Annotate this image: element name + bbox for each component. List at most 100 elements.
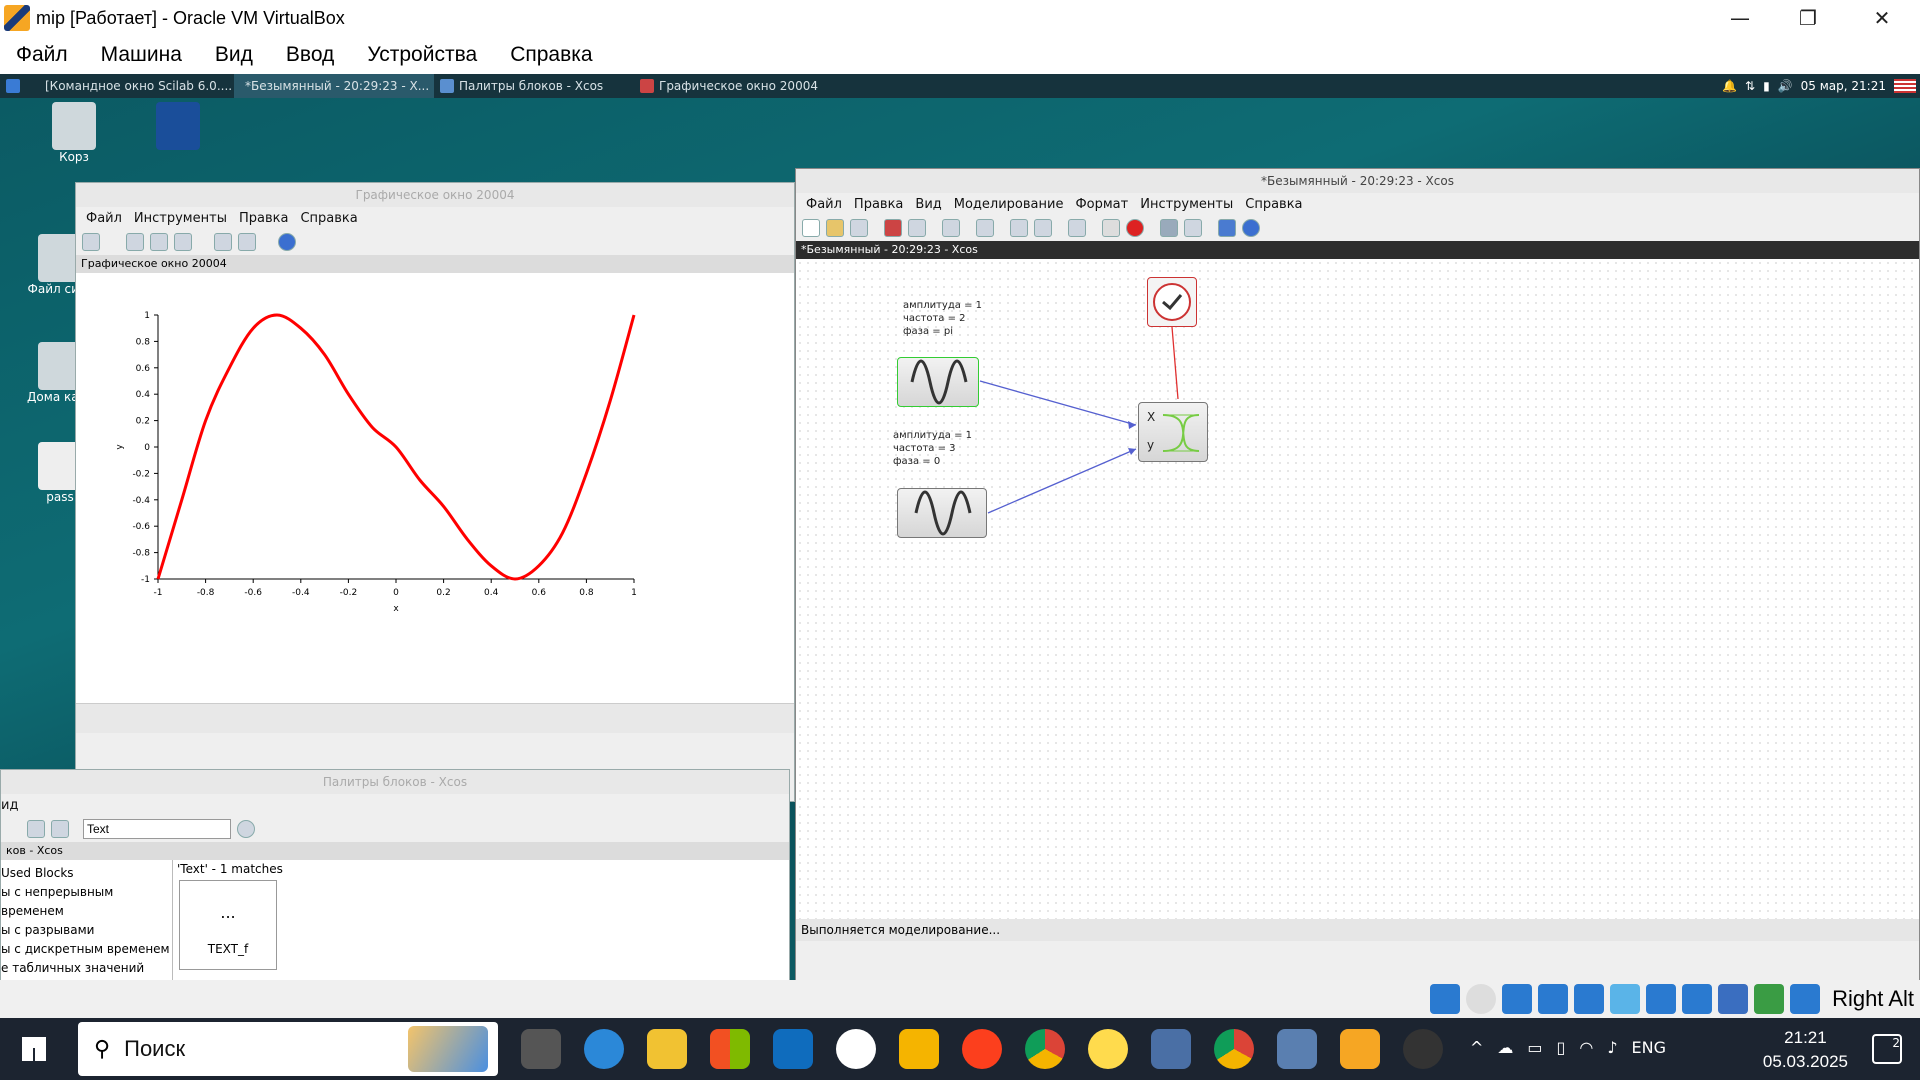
stop-icon[interactable] xyxy=(1126,219,1144,237)
link-clock-to-scope[interactable] xyxy=(1171,326,1179,400)
host-menu-file[interactable]: Файл xyxy=(16,43,68,66)
optical-drive-icon[interactable] xyxy=(1466,984,1497,1014)
fit-diagram-icon[interactable] xyxy=(1068,219,1086,237)
flag-icon[interactable] xyxy=(1894,79,1916,93)
display-icon[interactable] xyxy=(1646,984,1677,1014)
tree-item[interactable]: Used Blocks xyxy=(1,866,74,880)
datatip-icon[interactable] xyxy=(214,233,232,251)
xcos-menu-view[interactable]: Вид xyxy=(915,196,942,212)
cpu-icon[interactable] xyxy=(1754,984,1785,1014)
zoom-in-icon[interactable] xyxy=(126,233,144,251)
tree-item[interactable]: ы с разрывами xyxy=(1,923,95,937)
delete-icon[interactable] xyxy=(976,219,994,237)
zoom-in-icon[interactable] xyxy=(27,820,45,838)
recording-icon[interactable] xyxy=(1718,984,1749,1014)
obs-icon[interactable] xyxy=(1403,1029,1443,1069)
audio-icon[interactable] xyxy=(1502,984,1533,1014)
language-indicator[interactable]: ENG xyxy=(1631,1038,1667,1057)
notification-center-icon[interactable]: 2 xyxy=(1872,1034,1902,1064)
hard-disk-icon[interactable] xyxy=(1430,984,1461,1014)
task-view-icon[interactable] xyxy=(521,1029,561,1069)
xcos-menu-help[interactable]: Справка xyxy=(1245,196,1303,212)
sine-generator-block-1[interactable] xyxy=(897,357,979,407)
graphic-menu-help[interactable]: Справка xyxy=(300,210,358,226)
save-icon[interactable] xyxy=(884,219,902,237)
host-menu-help[interactable]: Справка xyxy=(510,43,593,66)
zoom-in-icon[interactable] xyxy=(1160,219,1178,237)
open-icon[interactable] xyxy=(826,219,844,237)
link-sine2-to-scope[interactable] xyxy=(987,448,1137,514)
outlook-icon[interactable] xyxy=(773,1029,813,1069)
host-menu-devices[interactable]: Устройства xyxy=(367,43,478,66)
start-icon[interactable] xyxy=(1102,219,1120,237)
host-menu-view[interactable]: Вид xyxy=(214,43,253,66)
zoom-out-icon[interactable] xyxy=(174,233,192,251)
tree-item[interactable]: е табличных значений xyxy=(1,961,145,975)
xcos-menu-tools[interactable]: Инструменты xyxy=(1140,196,1234,212)
search-icon[interactable] xyxy=(237,820,255,838)
help-icon[interactable] xyxy=(1242,219,1260,237)
virtualbox-vm-icon[interactable] xyxy=(1340,1029,1380,1069)
yandex-browser-icon[interactable] xyxy=(836,1029,876,1069)
volume-icon[interactable]: 🔊 xyxy=(1777,79,1793,93)
help-icon[interactable] xyxy=(278,233,296,251)
graphic-menu-edit[interactable]: Правка xyxy=(238,210,289,226)
sine-generator-block-2[interactable] xyxy=(897,488,987,538)
palette-menu-view[interactable]: ид xyxy=(1,797,19,813)
guest-task-palette[interactable]: Палитры блоков - Xcos xyxy=(434,74,634,98)
remote-desktop-icon[interactable] xyxy=(1151,1029,1191,1069)
result-text-block[interactable]: ... TEXT_f xyxy=(179,880,277,970)
xcos-menu-edit[interactable]: Правка xyxy=(853,196,904,212)
battery-icon[interactable]: ▮ xyxy=(1763,79,1770,93)
restore-button[interactable]: ❐ xyxy=(1799,6,1817,30)
file-explorer-icon[interactable] xyxy=(647,1029,687,1069)
chrome-icon[interactable] xyxy=(1025,1029,1065,1069)
guest-task-xcos[interactable]: *Безымянный - 20:29:23 - X... xyxy=(234,74,434,98)
chrome-profile-icon[interactable] xyxy=(1214,1029,1254,1069)
microphone-icon[interactable]: ▯ xyxy=(1556,1038,1566,1057)
tree-item[interactable]: ы с дискретным временем xyxy=(1,942,170,956)
clock-block[interactable] xyxy=(1147,277,1197,327)
virtualbox-manager-icon[interactable] xyxy=(1277,1029,1317,1069)
taskbar-clock[interactable]: 21:21 05.03.2025 xyxy=(1763,1026,1848,1074)
graphic-menu-tools[interactable]: Инструменты xyxy=(133,210,227,226)
xcos-menu-file[interactable]: Файл xyxy=(806,196,842,212)
zoom-out-icon[interactable] xyxy=(1184,219,1202,237)
open-recent-icon[interactable] xyxy=(850,219,868,237)
volume-icon[interactable]: ♪ xyxy=(1607,1038,1618,1057)
link-sine1-to-scope[interactable] xyxy=(979,380,1137,426)
chevron-up-icon[interactable]: ^ xyxy=(1470,1038,1484,1057)
palette-search-input[interactable] xyxy=(83,819,231,839)
new-icon[interactable] xyxy=(802,219,820,237)
graphic-menu-file[interactable]: Файл xyxy=(86,210,122,226)
windows-start-icon[interactable] xyxy=(22,1037,46,1061)
network-icon[interactable]: ⇅ xyxy=(1745,79,1756,93)
zoom-reset-icon[interactable] xyxy=(150,233,168,251)
print-icon[interactable] xyxy=(942,219,960,237)
wifi-icon[interactable]: ◠ xyxy=(1579,1038,1594,1057)
star-icon[interactable] xyxy=(899,1029,939,1069)
bell-icon[interactable]: 🔔 xyxy=(1722,79,1738,93)
xcos-menu-simulation[interactable]: Моделирование xyxy=(953,196,1064,212)
guest-task-scilab-console[interactable]: [Командное окно Scilab 6.0.... xyxy=(45,79,233,93)
edit-axes-icon[interactable] xyxy=(238,233,256,251)
gear-icon[interactable] xyxy=(1218,219,1236,237)
guest-menu-icon[interactable] xyxy=(0,74,34,98)
yandex-icon[interactable] xyxy=(962,1029,1002,1069)
save-as-icon[interactable] xyxy=(908,219,926,237)
rotate-icon[interactable] xyxy=(82,233,100,251)
xcos-menu-format[interactable]: Формат xyxy=(1075,196,1129,212)
plot-canvas[interactable]: -1 -0.8 -0.6 -0.4 -0.2 0 0.2 0.4 0.6 0.8 1 1 0.8 0.6 0… xyxy=(76,273,794,703)
edge-icon[interactable] xyxy=(584,1029,624,1069)
xcos-canvas[interactable]: амплитуда = 1 частота = 2 фаза = pi ампл… xyxy=(796,259,1919,919)
microsoft-store-icon[interactable] xyxy=(710,1029,750,1069)
shared-folders-icon[interactable] xyxy=(1610,984,1641,1014)
minimize-button[interactable]: — xyxy=(1730,6,1750,30)
mouse-integration-icon[interactable] xyxy=(1790,984,1821,1014)
redo-icon[interactable] xyxy=(1034,219,1052,237)
desktop-icon-disk[interactable] xyxy=(138,102,218,150)
guest-clock[interactable]: 05 мар, 21:21 xyxy=(1800,79,1886,93)
capture-icon[interactable] xyxy=(1682,984,1713,1014)
scope-xy-block[interactable]: X y xyxy=(1138,402,1208,462)
zoom-out-icon[interactable] xyxy=(51,820,69,838)
